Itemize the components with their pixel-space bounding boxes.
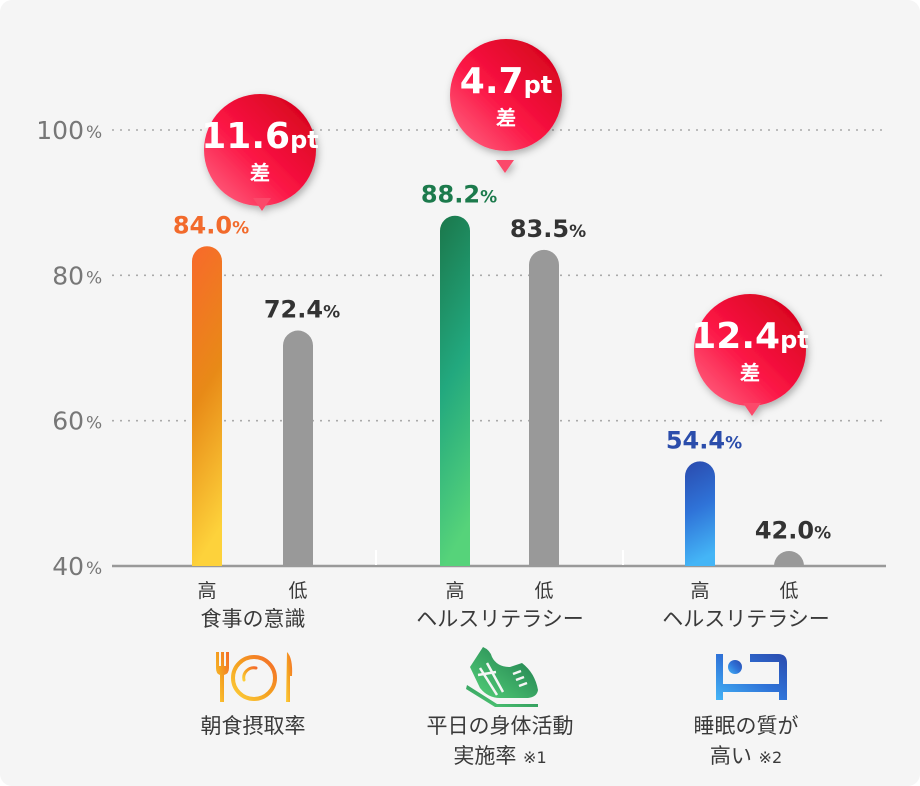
value-unit: %: [323, 303, 340, 323]
badge-number: 4.7: [460, 61, 524, 102]
value-unit: %: [232, 218, 249, 238]
footnote-mark: ※2: [758, 748, 783, 767]
value-unit: %: [725, 433, 742, 453]
shoe-stripes: [477, 662, 505, 696]
badge-unit: pt: [524, 71, 553, 99]
badge-unit: pt: [290, 126, 319, 154]
value-number: 42.0: [755, 516, 814, 544]
difference-badge: [450, 39, 562, 173]
value-number: 88.2: [421, 181, 480, 209]
outcome-line2-text: 高い: [709, 744, 752, 768]
fork-shape: [216, 652, 229, 702]
y-tick-label: 100: [36, 116, 84, 145]
shoe-laces: [512, 669, 528, 688]
y-tick-unit: %: [86, 559, 102, 579]
y-tick-label: 80: [52, 261, 84, 290]
bar-low: [529, 249, 559, 566]
bed-frame: [716, 654, 787, 700]
bars: [192, 215, 804, 566]
outcome-line1: 朝食摂取率: [200, 714, 306, 738]
bed-pillow-head: [728, 660, 742, 674]
badge-value: 12.4pt: [691, 316, 808, 357]
badge-circle: [450, 39, 562, 151]
y-axis-ticks: 100 %80 %60 %40%: [36, 116, 102, 581]
y-tick-unit: %: [86, 414, 102, 434]
bar-label-high: 高: [445, 580, 465, 602]
outcome-label: 平日の身体活動 実施率 ※1: [390, 711, 610, 773]
value-label: 88.2%: [421, 181, 497, 209]
value-label: 83.5%: [510, 215, 586, 243]
bar-label-high: 高: [197, 580, 217, 602]
bar-label-high: 高: [690, 580, 710, 602]
badge-number: 12.4: [691, 316, 780, 357]
badge-circle: [694, 294, 806, 406]
badge-circle: [204, 94, 316, 206]
bar-label-low: 低: [288, 580, 308, 602]
value-label: 42.0%: [755, 516, 831, 544]
category-icons: [216, 647, 787, 707]
y-tick-unit: %: [86, 123, 102, 143]
badge-suffix: 差: [740, 361, 760, 385]
outcome-label: 睡眠の質が 高い ※2: [646, 711, 846, 773]
bar-low: [774, 551, 804, 566]
badge-value: 11.6pt: [201, 116, 318, 157]
outcome-line1: 平日の身体活動: [426, 714, 574, 738]
category-label: ヘルスリテラシー: [416, 607, 584, 631]
shoe-body: [470, 647, 538, 698]
difference-badge: [694, 294, 806, 416]
value-number: 72.4: [264, 296, 323, 324]
value-unit: %: [814, 523, 831, 543]
badge-suffix: 差: [496, 106, 516, 130]
fork-plate-knife-icon: [216, 652, 293, 702]
value-label: 84.0%: [173, 211, 249, 239]
value-number: 83.5: [510, 215, 569, 243]
value-label: 72.4%: [264, 296, 340, 324]
footnote-mark: ※1: [523, 748, 547, 767]
outcome-line2: 実施率 ※1: [390, 741, 610, 773]
value-unit: %: [480, 188, 497, 208]
value-unit: %: [569, 222, 586, 242]
shoe-sole: [466, 685, 538, 707]
y-tick-label: 40: [52, 552, 84, 581]
knife-shape: [286, 652, 293, 702]
badge-unit: pt: [780, 326, 809, 354]
outcome-label: 朝食摂取率: [153, 711, 353, 741]
category-label: 食事の意識: [200, 607, 306, 631]
category-label: ヘルスリテラシー: [662, 607, 830, 631]
badge-number: 11.6: [201, 116, 290, 157]
bed-icon: [716, 654, 787, 700]
badge-pointer: [496, 160, 514, 173]
value-labels: 84.0%72.4%88.2%83.5%54.4%42.0%: [173, 181, 831, 545]
bar-high: [440, 215, 470, 566]
outcome-line1: 睡眠の質が: [693, 714, 799, 738]
bar-label-low: 低: [779, 580, 799, 602]
y-tick-unit: %: [86, 268, 102, 288]
bar-high: [192, 246, 222, 566]
bar-high: [685, 461, 715, 566]
outcome-line2: 高い ※2: [646, 741, 846, 773]
badge-suffix: 差: [250, 161, 270, 185]
badge-pointer: [253, 198, 271, 211]
plate-ring: [231, 655, 277, 701]
outcome-line2-text: 実施率: [453, 744, 517, 768]
difference-badge: [204, 94, 316, 211]
badge-pointer: [743, 403, 761, 416]
running-shoe-icon: [466, 647, 538, 707]
value-label: 54.4%: [666, 426, 742, 454]
value-number: 84.0: [173, 211, 232, 239]
bar-label-low: 低: [534, 580, 554, 602]
badge-value: 4.7pt: [460, 61, 552, 102]
bar-low: [283, 330, 313, 566]
y-tick-label: 60: [52, 407, 84, 436]
value-number: 54.4: [666, 426, 725, 454]
plate-arc: [242, 666, 258, 682]
